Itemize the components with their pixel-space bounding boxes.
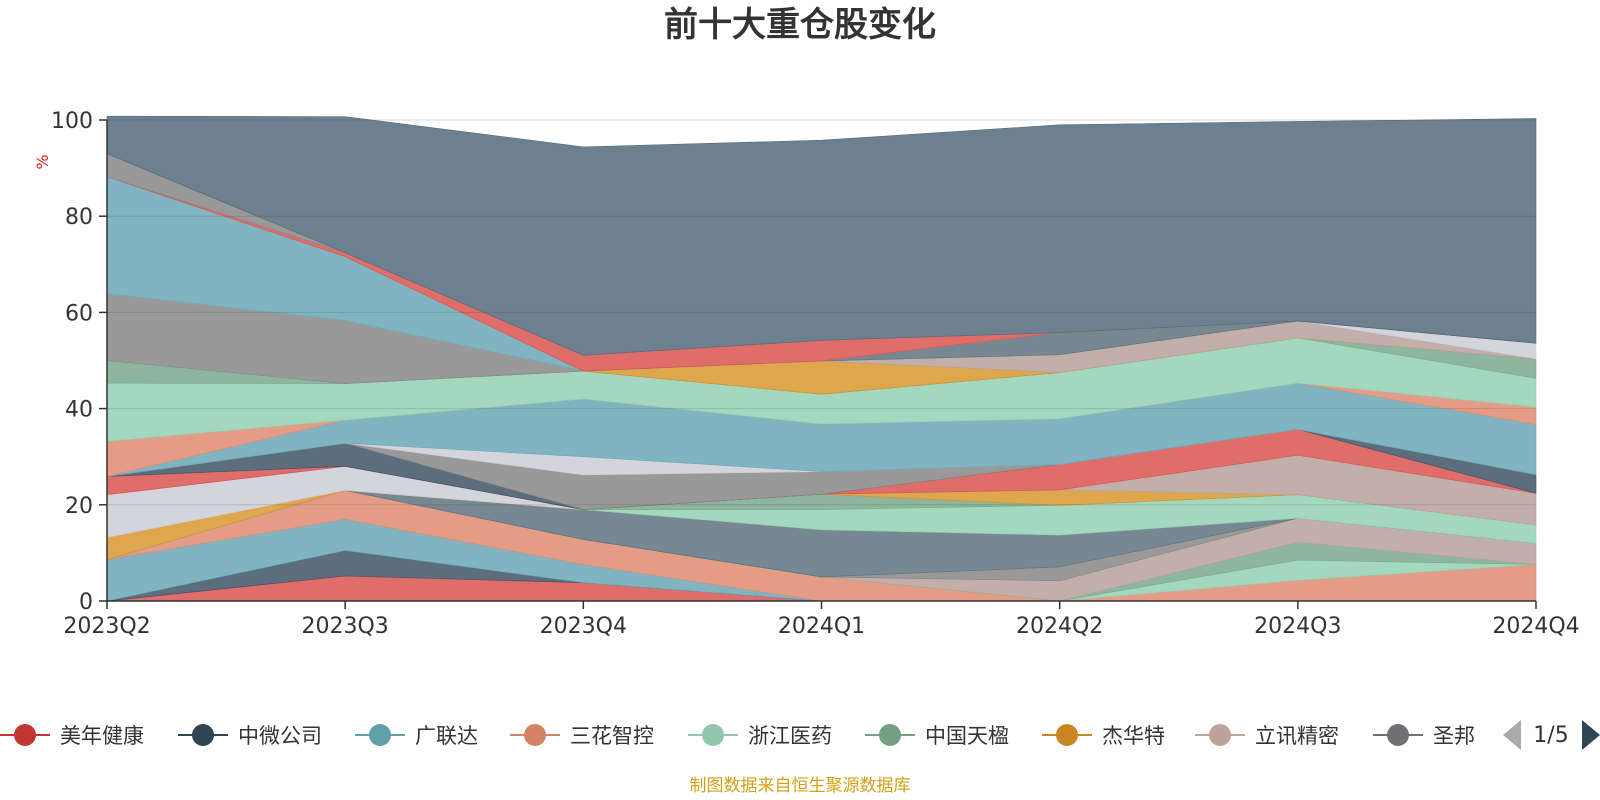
legend-item-label: 美年健康 — [60, 724, 144, 748]
x-tick-label: 2024Q3 — [1254, 614, 1341, 639]
legend-item-label: 广联达 — [415, 724, 478, 748]
chart-title: 前十大重仓股变化 — [664, 5, 936, 45]
area-series-31 — [106, 115, 1537, 356]
x-tick-label: 2023Q2 — [63, 614, 150, 639]
legend-page-indicator: 1/5 — [1533, 723, 1568, 748]
legend-item-label: 杰华特 — [1102, 724, 1165, 748]
y-tick-label: 0 — [79, 590, 93, 615]
legend-item[interactable]: 美年健康 — [0, 724, 144, 748]
legend: 美年健康 中微公司 广联达 三花智控 浙江医药 中国天楹 杰华特 立讯精密 圣邦 — [0, 724, 1475, 748]
y-tick-label: 60 — [65, 301, 93, 326]
legend-next-page-icon[interactable] — [1582, 720, 1600, 750]
legend-item[interactable]: 浙江医药 — [688, 724, 832, 748]
x-axis-ticks: 2023Q2 2023Q3 2023Q4 2024Q1 2024Q2 2024Q3 2024… — [63, 601, 1580, 639]
y-tick-label: 80 — [65, 205, 93, 230]
y-axis-unit: % — [33, 154, 52, 169]
y-axis-ticks: 0 20 40 60 80 100 — [51, 109, 107, 615]
y-tick-label: 100 — [51, 109, 93, 134]
legend-item[interactable]: 中微公司 — [178, 724, 322, 748]
x-tick-label: 2023Q4 — [540, 614, 627, 639]
x-tick-label: 2024Q2 — [1016, 614, 1103, 639]
legend-item[interactable]: 立讯精密 — [1195, 724, 1339, 748]
y-tick-label: 40 — [65, 398, 93, 423]
legend-item-label: 三花智控 — [570, 724, 654, 748]
x-tick-label: 2024Q4 — [1492, 614, 1579, 639]
legend-item-label: 圣邦 — [1433, 724, 1475, 748]
legend-item-label: 立讯精密 — [1255, 724, 1339, 748]
legend-item-label: 浙江医药 — [748, 724, 832, 748]
y-tick-label: 20 — [65, 494, 93, 519]
gridlines — [107, 119, 1536, 506]
legend-item[interactable]: 杰华特 — [1042, 724, 1165, 748]
legend-item[interactable]: 三花智控 — [510, 724, 654, 748]
footnote: 制图数据来自恒生聚源数据库 — [690, 776, 911, 796]
x-tick-label: 2023Q3 — [302, 614, 389, 639]
x-tick-label: 2024Q1 — [778, 614, 865, 639]
legend-item-label: 中国天楹 — [925, 724, 1009, 748]
legend-item[interactable]: 广联达 — [355, 724, 478, 748]
legend-prev-page-icon[interactable] — [1503, 720, 1521, 750]
legend-item-label: 中微公司 — [238, 724, 322, 748]
stacked-areas — [106, 115, 1537, 602]
legend-item[interactable]: 中国天楹 — [865, 724, 1009, 748]
legend-item[interactable]: 圣邦 — [1373, 724, 1475, 748]
